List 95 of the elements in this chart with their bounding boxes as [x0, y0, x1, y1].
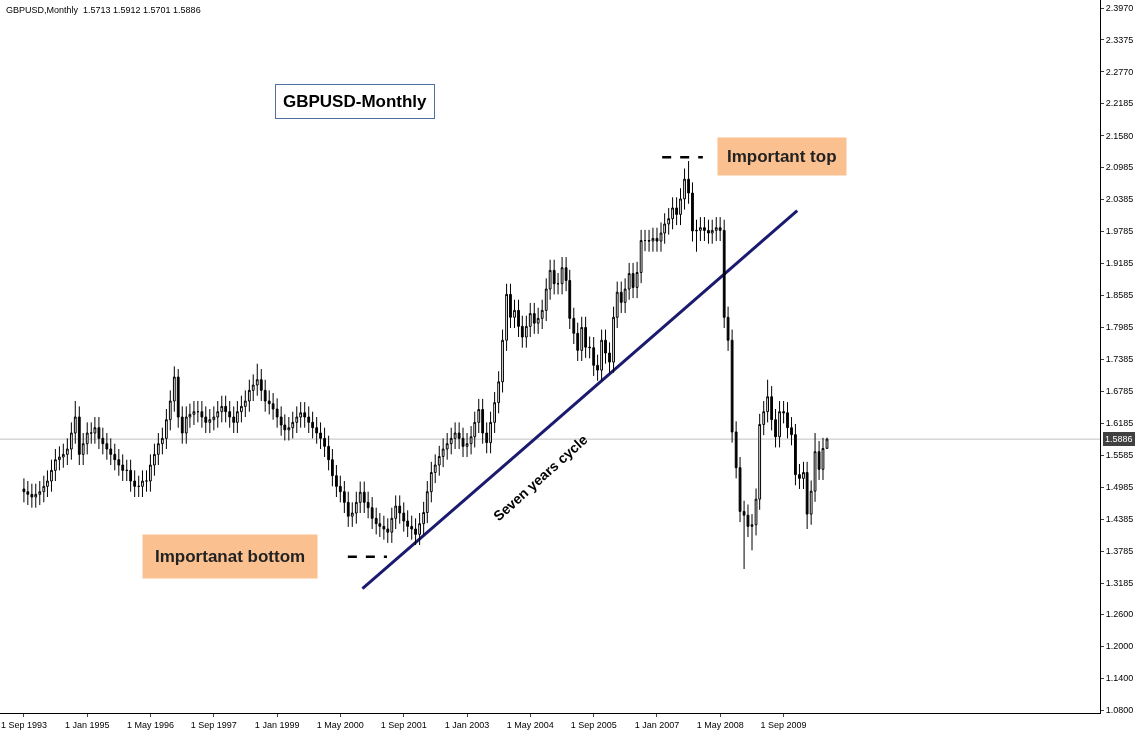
candlestick — [192, 400, 196, 426]
y-tick-label: 1.8585 — [1105, 290, 1134, 301]
y-tick-label: 2.1580 — [1105, 130, 1134, 141]
y-tick-label: 1.2600 — [1105, 609, 1134, 620]
x-tick-label: 1 Jan 2003 — [444, 719, 490, 730]
candlestick — [117, 448, 121, 477]
ref-line-label: 1.5886 — [1105, 434, 1133, 444]
candlestick — [200, 400, 204, 429]
annotation: Importanat bottom — [155, 547, 306, 566]
y-tick-label: 2.2770 — [1105, 67, 1134, 78]
x-tick-label: 1 Sep 1997 — [190, 719, 237, 730]
y-tick-label: 1.1400 — [1105, 673, 1134, 684]
candlestick — [145, 469, 148, 493]
candlestick — [121, 453, 125, 482]
y-tick-label: 2.0385 — [1105, 194, 1134, 205]
x-tick-label: 1 Jan 2007 — [634, 719, 680, 730]
candlestick — [26, 480, 30, 506]
y-tick-label: 1.0800 — [1105, 705, 1134, 716]
y-tick-label: 1.3185 — [1105, 578, 1134, 589]
x-tick-label: 1 Jan 1999 — [254, 719, 300, 730]
candlestick — [592, 336, 596, 377]
candlestick — [453, 421, 457, 450]
candlestick — [129, 459, 133, 493]
candlestick — [382, 515, 386, 541]
candlestick — [584, 316, 588, 359]
candlestick — [710, 219, 714, 245]
x-tick-label: 1 May 2008 — [696, 719, 744, 730]
x-tick-label: 1 Sep 2005 — [570, 719, 617, 730]
candlestick — [560, 256, 564, 295]
candlestick — [580, 316, 584, 362]
y-tick-label: 1.7385 — [1105, 354, 1134, 365]
candlestick — [600, 329, 603, 382]
y-tick-label: 1.4385 — [1105, 514, 1134, 525]
candlestick — [105, 432, 109, 461]
y-tick-label: 1.7985 — [1105, 322, 1134, 333]
y-tick-label: 2.0985 — [1105, 162, 1134, 173]
candlestick — [109, 437, 113, 466]
candlestick — [22, 477, 26, 503]
candlestick — [805, 461, 809, 530]
candlestick — [378, 512, 382, 538]
candlestick — [414, 517, 417, 546]
x-tick-label: 1 May 2004 — [506, 719, 554, 730]
candlestick — [631, 262, 635, 299]
x-tick-label: 1 Sep 2009 — [760, 719, 807, 730]
candlestick — [532, 302, 536, 335]
candlestick — [232, 405, 236, 434]
annotation: GBPUSD,Monthly 1.5713 1.5912 1.5701 1.5886 — [6, 5, 201, 15]
candlestick — [315, 416, 319, 445]
text: GBPUSD-Monthly — [283, 92, 428, 111]
y-tick-label: 1.9785 — [1105, 226, 1134, 237]
candlestick — [34, 483, 38, 509]
candlestick — [235, 400, 239, 434]
candlestick — [287, 416, 291, 441]
y-tick-label: 2.2185 — [1105, 98, 1134, 109]
candlestick — [228, 400, 232, 429]
candlestick — [295, 405, 299, 434]
candlestick — [38, 480, 42, 506]
candlestick — [307, 405, 311, 434]
candlestick — [370, 496, 374, 530]
y-tick-label: 1.4985 — [1105, 482, 1134, 493]
x-tick-label: 1 Sep 1993 — [0, 719, 47, 730]
candlestick — [212, 405, 216, 431]
candlestick — [714, 216, 718, 242]
x-tick-label: 1 Sep 2001 — [380, 719, 427, 730]
candlestick — [703, 216, 706, 242]
candlestick — [30, 483, 34, 509]
y-tick-label: 1.6785 — [1105, 386, 1134, 397]
candlestick — [97, 416, 101, 450]
candlestick — [77, 405, 81, 466]
candlestick — [255, 363, 259, 397]
candlestick — [299, 401, 303, 429]
annotation: Important top — [727, 147, 837, 166]
candlestick — [707, 219, 710, 245]
y-tick-label: 2.3970 — [1105, 3, 1134, 14]
candlestick — [208, 408, 212, 434]
candlestick — [184, 405, 188, 445]
candlestick — [778, 400, 781, 448]
candlestick — [141, 469, 144, 498]
candlestick — [216, 400, 220, 429]
y-tick-label: 1.6185 — [1105, 418, 1134, 429]
y-tick-label: 2.3375 — [1105, 34, 1134, 45]
x-tick-label: 1 May 1996 — [126, 719, 174, 730]
x-tick-label: 1 May 2000 — [316, 719, 364, 730]
y-tick-label: 1.9185 — [1105, 258, 1134, 269]
y-tick-label: 1.2000 — [1105, 641, 1134, 652]
y-tick-label: 1.5585 — [1105, 450, 1134, 461]
candlestick — [362, 481, 366, 514]
candlestick — [93, 416, 97, 445]
candlestick — [647, 229, 651, 253]
candlestick — [204, 405, 208, 434]
candlestick — [821, 437, 825, 481]
y-tick-label: 1.3785 — [1105, 546, 1134, 557]
x-tick-label: 1 Jan 1995 — [64, 719, 110, 730]
candlestick — [651, 227, 655, 253]
candlestick — [303, 401, 307, 429]
